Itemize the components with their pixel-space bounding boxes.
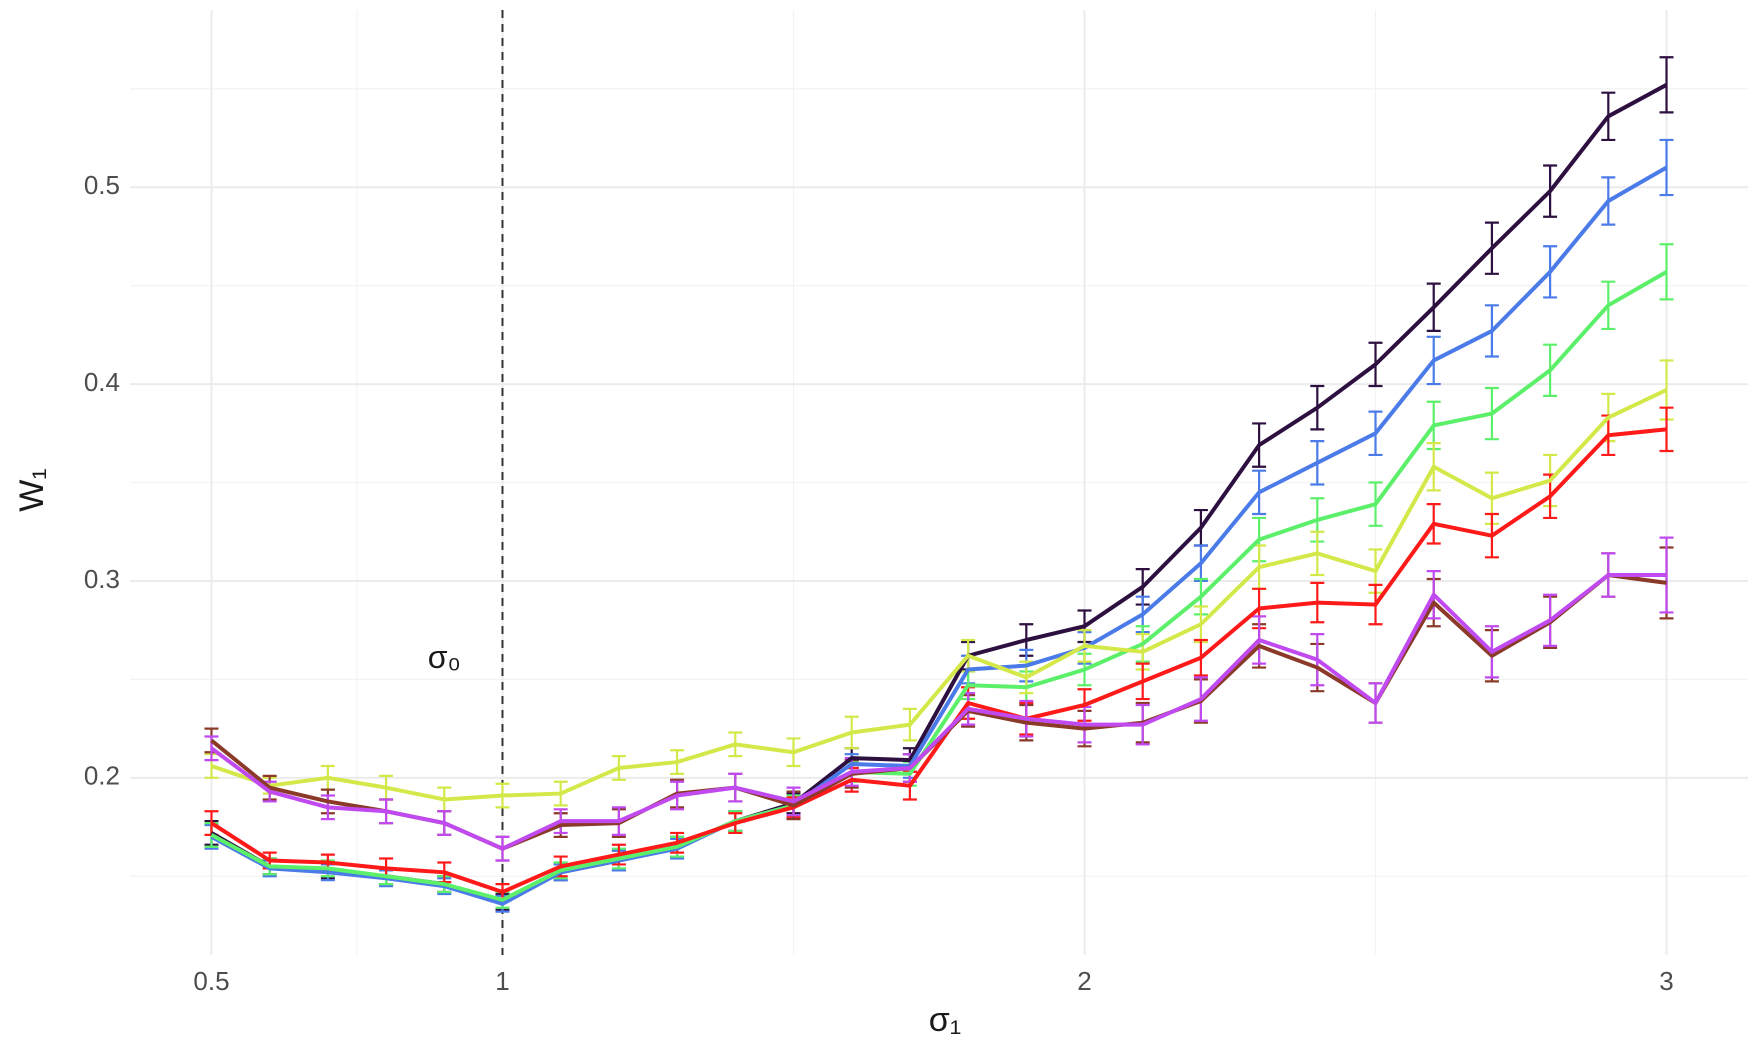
error-bar: [1659, 536, 1674, 614]
y-tick-label: 0.3: [84, 564, 120, 594]
x-tick-label: 3: [1659, 966, 1673, 996]
x-axis-title: σ₁: [929, 1001, 961, 1039]
y-tick-label: 0.2: [84, 761, 120, 791]
y-axis-title: W₁: [13, 468, 51, 512]
annotation: σ₀: [428, 639, 461, 675]
series-line: [210, 573, 1667, 851]
series-line: [210, 83, 1668, 904]
series-line: [210, 427, 1667, 894]
x-tick-label: 2: [1077, 966, 1091, 996]
error-bar: [1659, 243, 1674, 301]
x-tick-label: 1: [495, 966, 509, 996]
error-bar: [1659, 138, 1674, 197]
y-tick-label: 0.4: [84, 367, 120, 397]
x-tick-label: 0.5: [193, 966, 229, 996]
series-line: [210, 270, 1668, 902]
error-bar: [1659, 56, 1674, 114]
y-tick-label: 0.5: [84, 170, 120, 200]
series-line: [210, 165, 1668, 906]
series-line: [210, 388, 1668, 802]
error-bar: [1659, 406, 1674, 453]
